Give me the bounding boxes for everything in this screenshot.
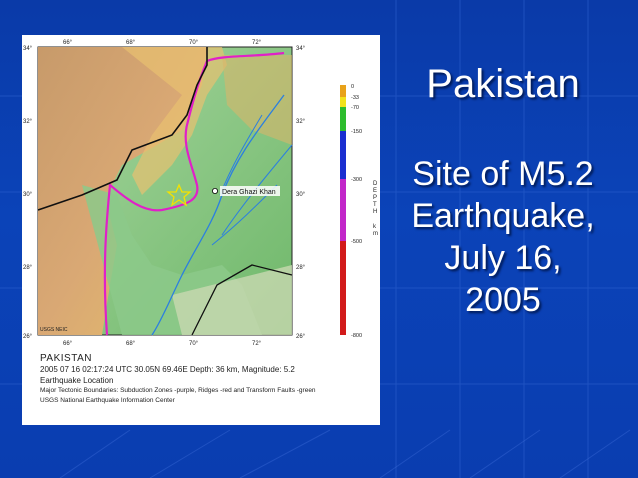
city-label: Dera Ghazi Khan (222, 189, 276, 196)
lat-label-right: 26° (296, 334, 306, 340)
depth-tick: -33 (351, 95, 359, 101)
slide-text-block: Pakistan Site of M5.2 Earthquake, July 1… (388, 60, 618, 321)
subduction-zone-west (103, 60, 209, 336)
lon-label-bottom: 68° (126, 341, 136, 347)
earthquake-map-figure: Dera Ghazi Khan 66° 68° 70° 72° 66° 68° … (22, 35, 380, 425)
depth-tick: -300 (351, 177, 362, 183)
depth-label-letter: k (373, 224, 377, 230)
city-label-bg (220, 186, 280, 196)
lat-label-left: 32° (23, 119, 33, 125)
indus-river (151, 94, 285, 336)
lat-label-left: 28° (23, 265, 33, 271)
caption-event-line: 2005 07 16 02:17:24 UTC 30.05N 69.46E De… (40, 365, 295, 374)
depth-band-33-70 (340, 97, 346, 107)
depth-tick: -150 (351, 129, 362, 135)
depth-tick: -70 (351, 105, 359, 111)
lon-label-top: 68° (126, 40, 136, 46)
map-svg: Dera Ghazi Khan 66° 68° 70° 72° 66° 68° … (23, 40, 378, 347)
caption-location-label: Earthquake Location (40, 376, 114, 385)
depth-scale: 0 -33 -70 -150 -300 -500 -800 D E P T H … (340, 84, 378, 339)
slide-subtitle-line: July 16, (444, 239, 562, 277)
lon-label-bottom: 72° (252, 341, 262, 347)
slide-subtitle-line: 2005 (465, 281, 541, 319)
depth-band-0-33 (340, 85, 346, 97)
depth-tick: 0 (351, 84, 354, 90)
lon-label-top: 72° (252, 40, 262, 46)
lon-label-top: 66° (63, 40, 73, 46)
depth-band-70-150 (340, 107, 346, 131)
caption-country: PAKISTAN (40, 353, 92, 364)
lon-label-top: 70° (189, 40, 199, 46)
depth-label-letter: E (373, 188, 377, 194)
caption-agency: USGS National Earthquake Information Cen… (40, 397, 175, 404)
earthquake-star-icon (166, 183, 192, 207)
depth-tick: -800 (351, 333, 362, 339)
city-marker-icon (211, 187, 218, 194)
depth-label-letter: P (373, 195, 377, 201)
lat-label-right: 28° (296, 265, 306, 271)
caption-boundaries-line: Major Tectonic Boundaries: Subduction Zo… (40, 387, 316, 394)
lat-label-left: 34° (23, 46, 33, 52)
foothills (122, 47, 227, 195)
depth-band-150-300 (340, 131, 346, 179)
lat-label-right: 32° (296, 119, 306, 125)
depth-label-letter: D (373, 181, 378, 187)
northern-plateau (222, 55, 292, 145)
lat-label-right: 34° (296, 46, 306, 52)
map-credit: USGS NEIC (40, 327, 68, 333)
slide-subtitle-line: Site of M5.2 (412, 155, 594, 193)
depth-label-letter: m (373, 231, 378, 237)
depth-label-letter: T (373, 202, 377, 208)
lon-label-bottom: 70° (189, 341, 199, 347)
subduction-zone-north (206, 51, 285, 63)
slide-title: Pakistan (426, 62, 580, 106)
depth-tick: -500 (351, 239, 362, 245)
map-caption: PAKISTAN 2005 07 16 02:17:24 UTC 30.05N … (40, 353, 375, 406)
depth-band-500-800 (340, 241, 346, 335)
slide-subtitle-line: Earthquake, (411, 197, 595, 235)
lon-label-bottom: 66° (63, 341, 73, 347)
depth-label-letter: H (373, 209, 377, 215)
depth-band-300-500 (340, 179, 346, 241)
lat-label-left: 30° (23, 192, 33, 198)
afghan-border (37, 47, 208, 211)
thar-desert (172, 265, 292, 335)
lat-label-right: 30° (296, 192, 306, 198)
india-border (191, 264, 293, 336)
lat-label-left: 26° (23, 334, 33, 340)
